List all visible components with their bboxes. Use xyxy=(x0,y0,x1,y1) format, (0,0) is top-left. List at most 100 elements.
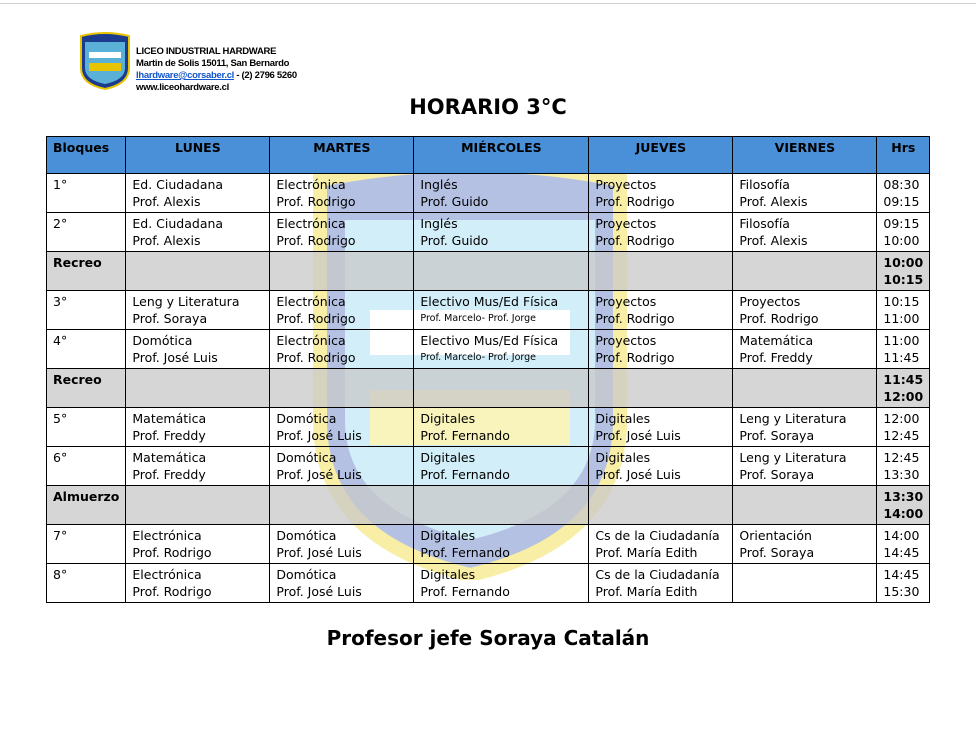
block-cell: Recreo xyxy=(45,251,127,291)
email-link[interactable]: lhardware@corsaber.cl xyxy=(136,70,235,81)
class-cell: Electrónica Prof. Rodrigo xyxy=(269,329,415,369)
class-cell xyxy=(588,368,734,408)
class-cell: Domótica Prof. José Luis xyxy=(269,524,415,564)
block-cell: 1° xyxy=(45,173,127,213)
teacher: Prof. Freddy xyxy=(739,350,813,365)
class-cell: Electrónica Prof. Rodrigo xyxy=(269,212,415,252)
class-cell: Inglés Prof. Guido xyxy=(413,212,590,252)
time: 13:30 xyxy=(883,489,924,504)
hours-cell: 09:15 10:00 xyxy=(876,212,931,252)
hours-cell: 11:00 11:45 xyxy=(876,329,931,369)
subject: Leng y Literatura xyxy=(739,450,847,465)
class-cell: Domótica Prof. José Luis xyxy=(269,407,415,447)
subject: Domótica xyxy=(276,411,337,426)
teacher: Prof. Rodrigo xyxy=(595,350,675,365)
time: 12:45 xyxy=(883,428,920,443)
page-top-border xyxy=(0,3,976,4)
column-header: MIÉRCOLES xyxy=(413,136,590,174)
hours-cell: 14:00 14:45 xyxy=(876,524,931,564)
teacher: Prof. Fernando xyxy=(420,467,510,482)
class-cell: Leng y Literatura Prof. Soraya xyxy=(732,446,878,486)
class-cell: Electivo Mus/Ed Física Prof. Marcelo- Pro… xyxy=(413,329,590,369)
teacher: Prof. José Luis xyxy=(276,584,362,599)
class-cell: Electivo Mus/Ed Física Prof. Marcelo- Pro… xyxy=(413,290,590,330)
teacher: Prof. Rodrigo xyxy=(276,233,356,248)
teacher: Prof. Soraya xyxy=(739,467,815,482)
time: 14:00 xyxy=(883,506,924,521)
block-cell: Almuerzo xyxy=(45,485,127,525)
table-row: 7° Electrónica Prof. Rodrigo Domótica Prof. … xyxy=(45,524,931,564)
break-row: Recreo 10:00 10:15 xyxy=(45,251,931,291)
class-cell xyxy=(413,485,590,525)
teacher: Prof. Fernando xyxy=(420,428,510,443)
time: 10:00 xyxy=(883,255,924,270)
class-cell: Digitales Prof. Fernando xyxy=(413,563,590,603)
subject: Matemática xyxy=(132,411,207,426)
teacher: Prof. Rodrigo xyxy=(276,350,356,365)
time: 09:15 xyxy=(883,216,920,231)
class-cell: Domótica Prof. José Luis xyxy=(269,563,415,603)
class-cell: Digitales Prof. Fernando xyxy=(413,446,590,486)
time: 13:30 xyxy=(883,467,920,482)
teacher: Prof. Guido xyxy=(420,194,489,209)
subject: Digitales xyxy=(595,411,651,426)
class-cell: Digitales Prof. José Luis xyxy=(588,446,734,486)
subject: Proyectos xyxy=(739,294,801,309)
subject: Electrónica xyxy=(276,216,346,231)
school-logo xyxy=(80,32,130,90)
class-cell: Ed. Ciudadana Prof. Alexis xyxy=(125,212,271,252)
time: 12:00 xyxy=(883,389,924,404)
class-cell: Matemática Prof. Freddy xyxy=(125,446,271,486)
class-cell: Inglés Prof. Guido xyxy=(413,173,590,213)
hours-cell: 13:30 14:00 xyxy=(876,485,931,525)
class-cell: Leng y Literatura Prof. Soraya xyxy=(125,290,271,330)
teacher: Prof. José Luis xyxy=(276,545,362,560)
time: 10:15 xyxy=(883,272,924,287)
table-row: 3° Leng y Literatura Prof. Soraya Electróni… xyxy=(45,290,931,330)
time: 14:45 xyxy=(883,545,920,560)
class-cell xyxy=(588,251,734,291)
class-cell: Proyectos Prof. Rodrigo xyxy=(588,212,734,252)
class-cell: Domótica Prof. José Luis xyxy=(125,329,271,369)
subject: Digitales xyxy=(420,411,476,426)
block-cell: 2° xyxy=(45,212,127,252)
teacher: Prof. Rodrigo xyxy=(276,311,356,326)
teacher: Prof. Fernando xyxy=(420,545,510,560)
subject: Electrónica xyxy=(132,567,202,582)
class-cell xyxy=(269,485,415,525)
teacher: Prof. Rodrigo xyxy=(132,545,212,560)
subject: Inglés xyxy=(420,177,458,192)
class-cell: Ed. Ciudadana Prof. Alexis xyxy=(125,173,271,213)
subject: Electivo Mus/Ed Física xyxy=(420,333,559,348)
teacher: Prof. Soraya xyxy=(739,545,815,560)
block-cell: 8° xyxy=(45,563,127,603)
class-cell: Electrónica Prof. Rodrigo xyxy=(125,524,271,564)
table-row: 6° Matemática Prof. Freddy Domótica Prof. Jo… xyxy=(45,446,931,486)
class-cell: Proyectos Prof. Rodrigo xyxy=(588,173,734,213)
block-cell: 7° xyxy=(45,524,127,564)
class-cell xyxy=(732,368,878,408)
time: 10:15 xyxy=(883,294,920,309)
table-row: 8° Electrónica Prof. Rodrigo Domótica Prof. … xyxy=(45,563,931,603)
phone: - (2) 2796 5260 xyxy=(234,70,297,81)
teacher: Prof. Rodrigo xyxy=(132,584,212,599)
break-row: Recreo 11:45 12:00 xyxy=(45,368,931,408)
time: 11:45 xyxy=(883,372,924,387)
teacher: Prof. Rodrigo xyxy=(739,311,819,326)
subject: Electivo Mus/Ed Física xyxy=(420,294,559,309)
teacher: Prof. Rodrigo xyxy=(276,194,356,209)
teacher: Prof. Rodrigo xyxy=(595,311,675,326)
class-cell: Electrónica Prof. Rodrigo xyxy=(125,563,271,603)
time: 12:45 xyxy=(883,450,920,465)
time: 09:15 xyxy=(883,194,920,209)
class-cell: Digitales Prof. José Luis xyxy=(588,407,734,447)
teacher: Prof. María Edith xyxy=(595,545,698,560)
subject: Matemática xyxy=(739,333,814,348)
column-header: LUNES xyxy=(125,136,271,174)
class-cell: Orientación Prof. Soraya xyxy=(732,524,878,564)
subject: Inglés xyxy=(420,216,458,231)
subject: Proyectos xyxy=(595,216,657,231)
teacher: Prof. Alexis xyxy=(739,194,808,209)
time: 11:00 xyxy=(883,311,920,326)
subject: Proyectos xyxy=(595,294,657,309)
